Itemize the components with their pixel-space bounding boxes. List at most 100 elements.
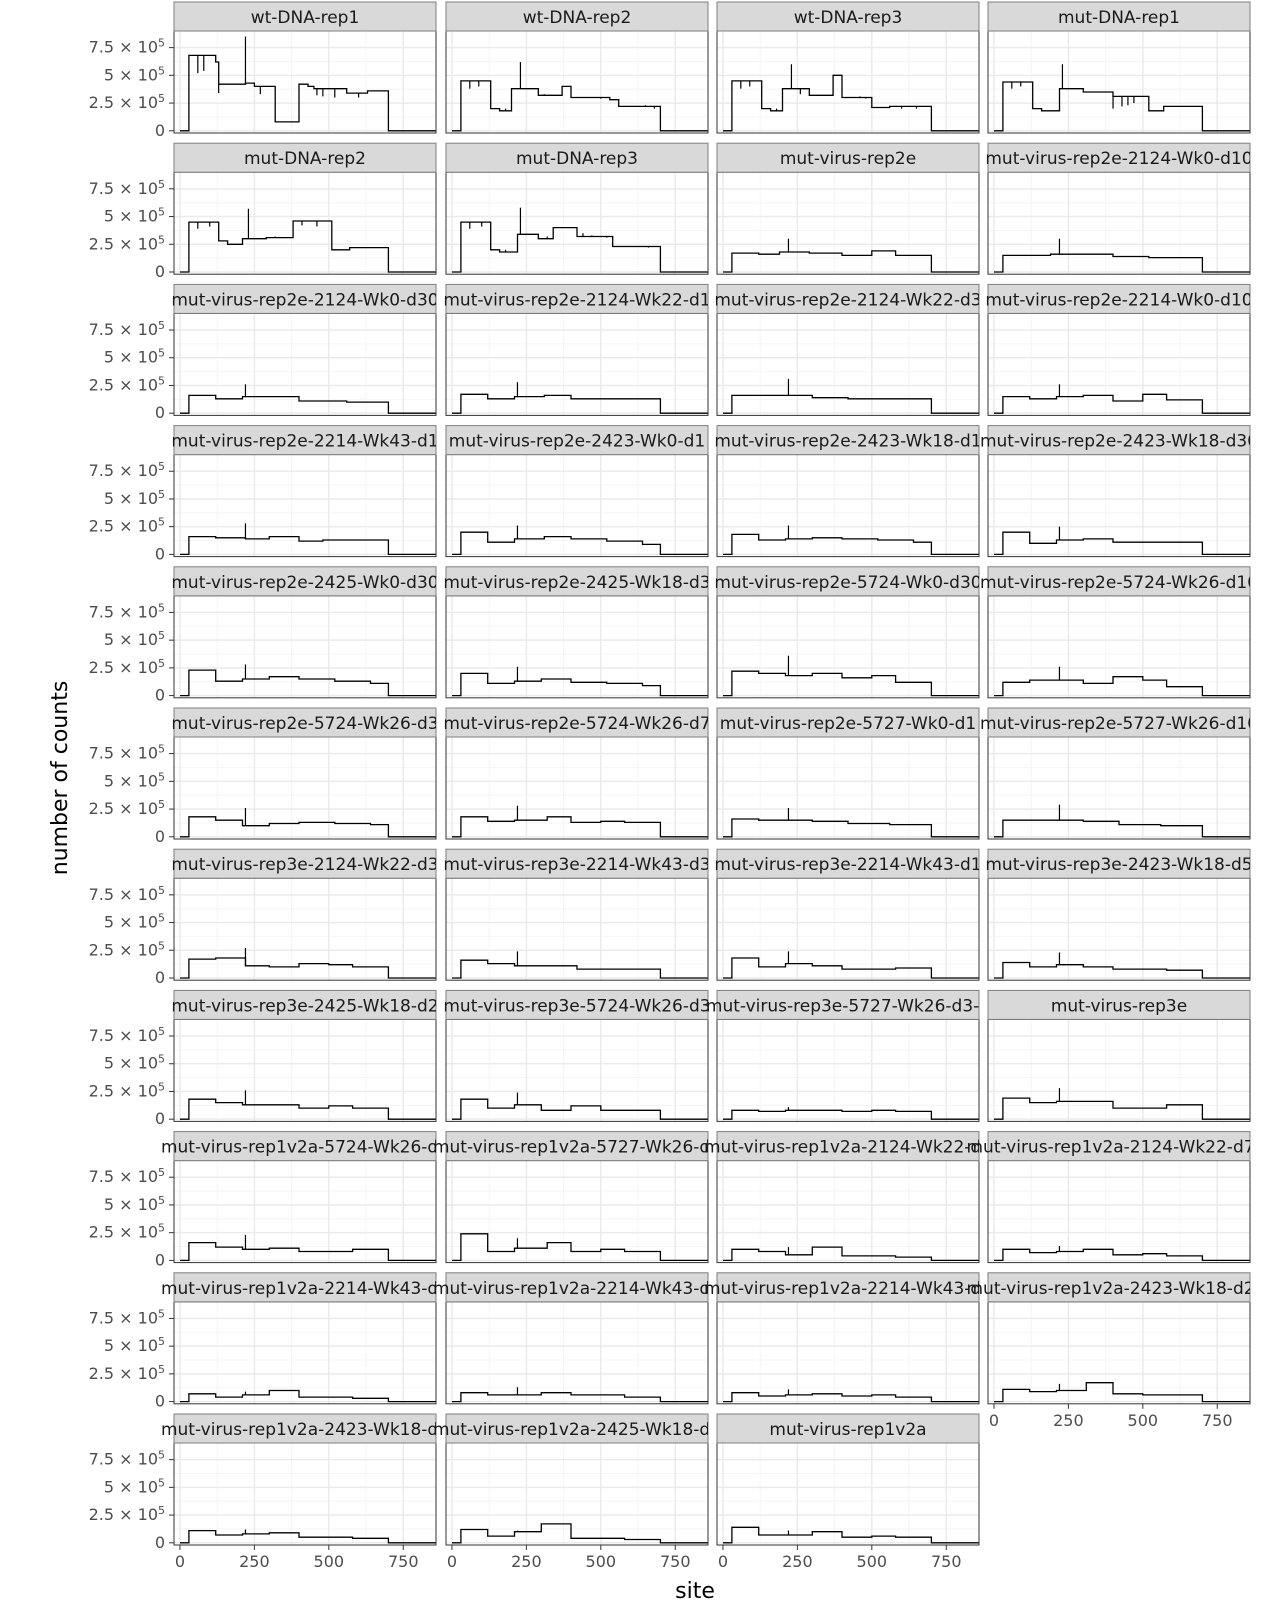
panel-background — [717, 31, 979, 133]
facet-strip-label: mut-virus-rep1v2a-2423-Wk18-d2-5 — [966, 1279, 1271, 1299]
panel-background — [988, 878, 1250, 981]
facet-strip-label: mut-virus-rep2e-5724-Wk0-d30 — [714, 573, 981, 593]
facet-strip-label: mut-virus-rep1v2a-2214-Wk43-d1 — [433, 1279, 721, 1299]
y-tick-label: 7.5 × 105 — [89, 601, 165, 621]
facet-strip — [445, 1131, 709, 1162]
series-line — [180, 1241, 436, 1262]
series-line — [723, 1392, 979, 1403]
series-line — [723, 394, 979, 414]
series-line — [452, 80, 708, 132]
facet-strip — [716, 848, 980, 879]
y-tick-label: 7.5 × 105 — [89, 884, 165, 904]
panel-background — [717, 313, 979, 416]
y-tick-label: 5 × 105 — [104, 1335, 165, 1355]
facet-strip-label: mut-virus-rep1v2a-2423-Wk18-d3 — [161, 1420, 449, 1440]
series-line — [180, 220, 436, 273]
facet-panel: mut-virus-rep2e-2124-Wk0-d30 0 2.5 × 105 5 … — [89, 283, 437, 422]
facet-panel: mut-virus-rep3e-2425-Wk18-d2 0 2.5 × 105 5 … — [89, 989, 438, 1128]
facet-strip — [716, 1, 980, 32]
facet-panel: mut-virus-rep1v2a-2425-Wk18-d1 0 250 500 750 — [433, 1413, 709, 1571]
y-tick-label: 5 × 105 — [104, 1053, 165, 1073]
y-tick-label: 2.5 × 105 — [89, 798, 165, 818]
x-tick-label: 250 — [782, 1552, 813, 1571]
y-tick-label: 5 × 105 — [104, 1194, 165, 1214]
x-tick-label: 750 — [1202, 1411, 1233, 1430]
facet-strip-label: mut-DNA-rep1 — [1058, 8, 1180, 28]
series-line — [723, 250, 979, 273]
facet-strip-label: mut-virus-rep2e-2423-Wk18-d30 — [980, 432, 1258, 452]
facet-panel: mut-virus-rep2e-5724-Wk26-d7 — [443, 707, 710, 840]
series-line — [180, 1098, 436, 1120]
series-line — [723, 1526, 979, 1544]
series-line — [723, 818, 979, 838]
y-tick-label: 5 × 105 — [104, 912, 165, 932]
panel-background — [988, 1019, 1250, 1122]
panel-background — [174, 313, 436, 416]
series-line — [994, 531, 1250, 556]
y-tick-label: 7.5 × 105 — [89, 1025, 165, 1045]
facet-strip — [173, 848, 437, 879]
facet-panel: mut-virus-rep1v2a 0 250 500 750 — [716, 1413, 980, 1571]
panel-background — [717, 1019, 979, 1122]
series-line — [452, 816, 708, 838]
facet-strip — [173, 707, 437, 738]
panel-background — [446, 172, 708, 275]
facet-panel: mut-virus-rep3e-2214-Wk43-d3 — [443, 848, 709, 981]
y-tick-label: 2.5 × 105 — [89, 1363, 165, 1383]
y-tick-label: 7.5 × 105 — [89, 319, 165, 339]
facet-panel: mut-virus-rep3e — [987, 989, 1251, 1122]
panel-background — [717, 1301, 979, 1404]
facet-strip-label: mut-virus-rep1v2a — [769, 1420, 926, 1440]
facet-strip-label: mut-virus-rep2e-5724-Wk26-d10 — [980, 573, 1258, 593]
facet-strip-label: mut-virus-rep1v2a-2214-Wk43-d3 — [704, 1279, 992, 1299]
facet-panel: mut-virus-rep1v2a-2214-Wk43-d2 0 2.5 × 105… — [89, 1272, 437, 1411]
facet-strip — [716, 142, 980, 173]
facet-strip — [445, 425, 709, 456]
facet-strip-label: mut-virus-rep3e-2425-Wk18-d2 — [171, 996, 438, 1016]
y-tick-label: 7.5 × 105 — [89, 743, 165, 763]
facet-panel: mut-virus-rep1v2a-5727-Wk26-d1 — [433, 1131, 709, 1264]
facet-panel: mut-virus-rep3e-2124-Wk22-d3 0 2.5 × 105 5 … — [89, 848, 437, 987]
x-tick-label: 750 — [388, 1552, 419, 1571]
facet-strip — [716, 425, 980, 456]
series-line — [994, 253, 1250, 273]
facet-strip-label: mut-virus-rep2e-5724-Wk26-d7 — [443, 714, 710, 734]
facet-strip — [445, 566, 709, 597]
series-line — [452, 221, 708, 273]
panel-background — [174, 172, 436, 275]
facet-strip — [173, 425, 437, 456]
facet-strip-label: mut-virus-rep2e-2425-Wk18-d3 — [443, 573, 710, 593]
y-tick-label: 7.5 × 105 — [89, 1166, 165, 1186]
panel-background — [717, 1443, 979, 1545]
series-line — [723, 957, 979, 979]
series-line — [723, 1246, 979, 1262]
facet-panel: mut-virus-rep2e-2214-Wk0-d10 — [985, 283, 1251, 416]
x-tick-label: 0 — [175, 1552, 185, 1571]
facet-strip-label: mut-virus-rep2e-5724-Wk26-d3 — [171, 714, 438, 734]
panel-background — [988, 454, 1250, 557]
series-line — [994, 393, 1250, 414]
facet-panel: mut-virus-rep2e-2423-Wk18-d30 — [980, 425, 1258, 558]
series-line — [452, 959, 708, 979]
facet-strip — [987, 848, 1251, 879]
x-tick-label: 750 — [660, 1552, 691, 1571]
facet-strip-label: mut-virus-rep3e-5724-Wk26-d3 — [443, 996, 710, 1016]
facet-panel: mut-virus-rep2e-5724-Wk0-d30 — [714, 566, 981, 699]
y-tick-label: 5 × 105 — [104, 347, 165, 367]
facet-strip — [987, 1272, 1251, 1303]
panel-background — [174, 1443, 436, 1545]
y-tick-label: 2.5 × 105 — [89, 374, 165, 394]
x-tick-label: 0 — [718, 1552, 728, 1571]
y-tick-label: 5 × 105 — [104, 488, 165, 508]
facet-panel: mut-virus-rep2e-2425-Wk18-d3 — [443, 566, 710, 699]
facet-strip-label: mut-virus-rep2e-2124-Wk0-d10 — [985, 149, 1252, 169]
panel-background — [988, 313, 1250, 416]
facet-strip — [173, 1272, 437, 1303]
facet-strip — [445, 142, 709, 173]
series-line — [994, 1097, 1250, 1120]
y-tick-label: 2.5 × 105 — [89, 939, 165, 959]
panel-background — [446, 31, 708, 133]
y-tick-label: 2.5 × 105 — [89, 516, 165, 536]
panel-background — [446, 737, 708, 839]
